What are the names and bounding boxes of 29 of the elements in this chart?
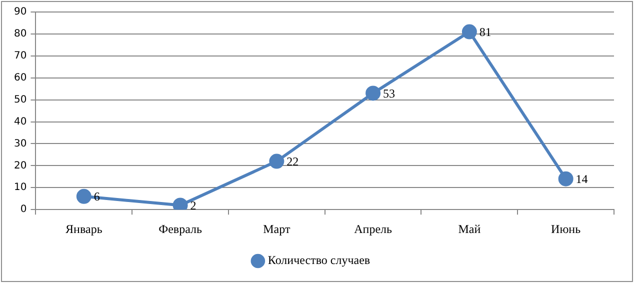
data-label: 22 (286, 154, 299, 168)
y-tick-label: 10 (14, 182, 27, 194)
data-label: 81 (479, 24, 492, 39)
point (76, 188, 92, 204)
x-tick-label: Май (458, 222, 482, 236)
y-tick-label: 40 (14, 116, 27, 128)
x-tick-label: Апрель (354, 222, 393, 236)
point (269, 154, 284, 169)
x-tick-label: Февраль (158, 222, 202, 236)
data-label: 6 (94, 190, 100, 204)
y-tick-label: 50 (14, 94, 27, 106)
y-tick-label: 90 (14, 6, 27, 18)
y-tick-label: 0 (20, 204, 27, 216)
x-tick-label: Январь (66, 222, 103, 236)
y-tick-label: 60 (14, 72, 27, 84)
point (366, 86, 381, 101)
legend-label: Количество случаев (268, 253, 370, 268)
y-tick-label: 80 (14, 28, 27, 40)
x-tick-label: Июнь (551, 222, 582, 236)
data-label: 2 (190, 198, 196, 212)
point (462, 24, 477, 40)
x-tick-label: Март (263, 222, 291, 236)
point (558, 171, 574, 186)
y-tick-label: 70 (14, 50, 27, 62)
point (172, 198, 188, 210)
y-tick-label: 20 (14, 160, 27, 172)
y-tick-label: 30 (14, 138, 27, 150)
data-label: 14 (576, 172, 588, 186)
data-label: 53 (383, 86, 396, 100)
